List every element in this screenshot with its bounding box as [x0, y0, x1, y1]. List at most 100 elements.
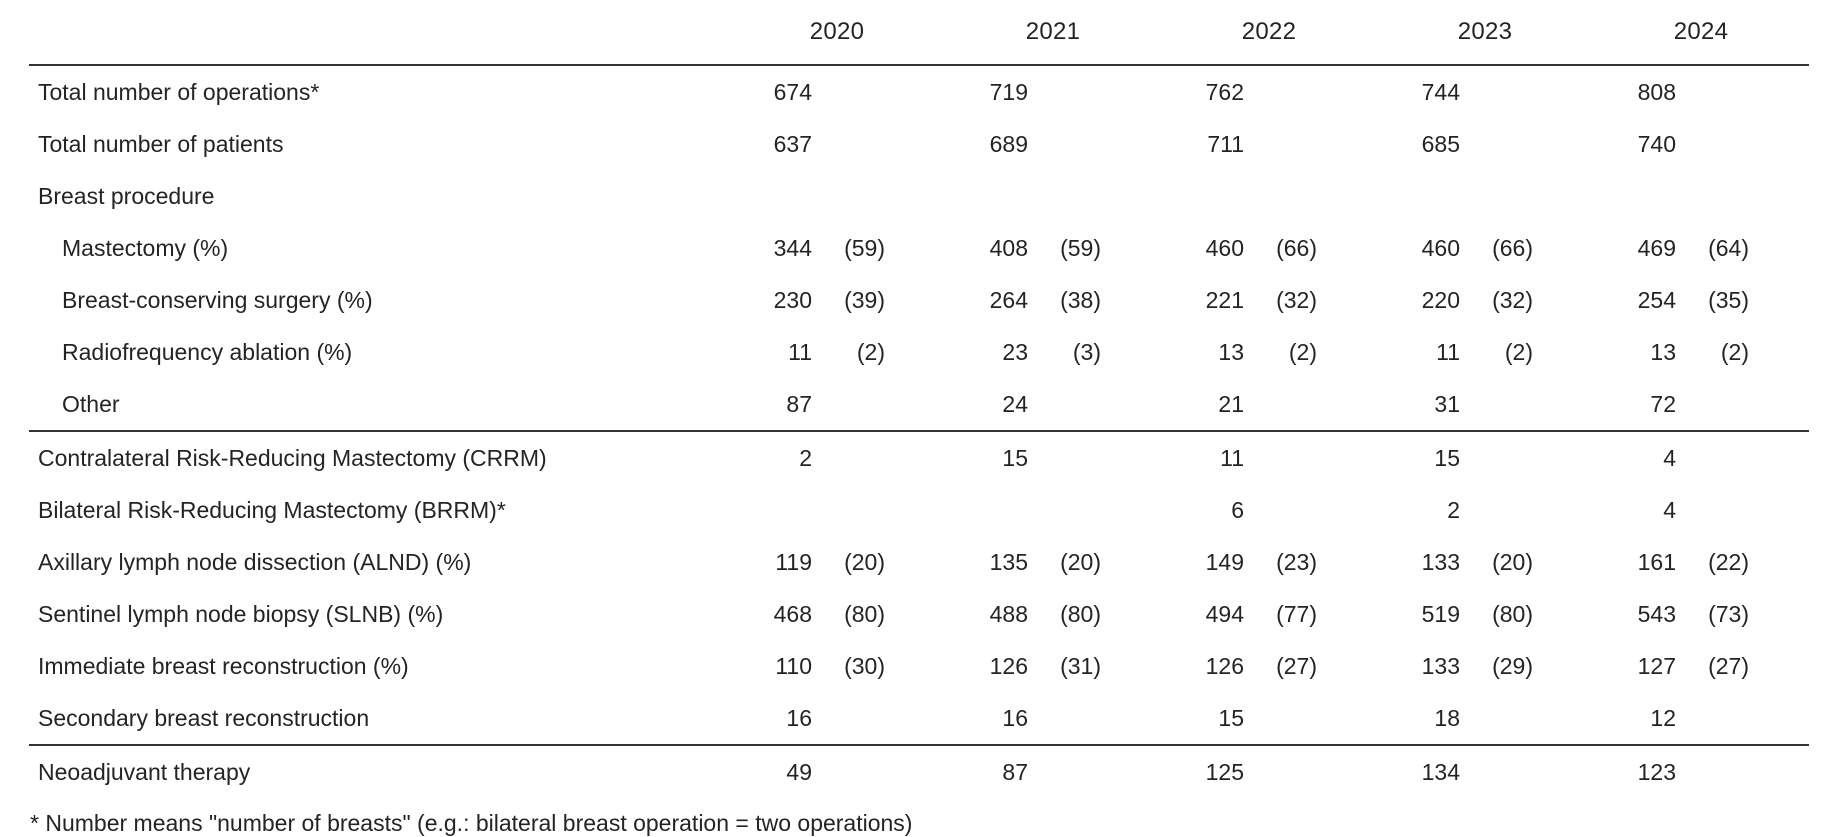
percent-cell: (20): [1060, 548, 1101, 575]
percent-cell: [1245, 745, 1377, 798]
percent-cell: (32): [1492, 286, 1533, 313]
table-row: Contralateral Risk-Reducing Mastectomy (…: [29, 431, 1809, 484]
table-row: Immediate breast reconstruction (%) 110 (3…: [29, 640, 1809, 692]
value-cell: 125: [1205, 758, 1244, 785]
value-cell: 2: [1447, 496, 1460, 523]
table-row: Total number of operations* 674 719 762 744 8…: [29, 65, 1809, 118]
value-cell: 21: [1161, 378, 1245, 432]
value-cell: 468: [773, 600, 812, 627]
value-cell: 719: [989, 78, 1028, 105]
row-label: Breast procedure: [38, 182, 215, 209]
value-cell: 460: [1205, 234, 1244, 261]
value-cell: 18: [1377, 692, 1461, 746]
year-header-row: 2020 2021 2022 2023 2024: [29, 0, 1809, 66]
percent-cell: [1677, 692, 1809, 746]
value-cell: 15: [1434, 444, 1460, 471]
percent-cell: [1245, 65, 1377, 118]
value-cell: 2: [799, 444, 812, 471]
percent-cell: (30): [844, 652, 885, 679]
table-row: Sentinel lymph node biopsy (SLNB) (%) 468…: [29, 588, 1809, 640]
percent-cell: (73): [1708, 600, 1749, 627]
value-cell: 762: [1205, 78, 1244, 105]
percent-cell: (2): [1504, 338, 1533, 365]
percent-cell: [1461, 692, 1593, 746]
value-cell: 221: [1205, 286, 1244, 313]
row-label: Neoadjuvant therapy: [38, 758, 251, 785]
percent-cell: [813, 484, 945, 536]
value-cell: 6: [1231, 496, 1244, 523]
value-cell: 11: [1220, 444, 1244, 471]
value-cell: 744: [1421, 78, 1460, 105]
percent-cell: (66): [1276, 234, 1317, 261]
percent-cell: [813, 745, 945, 798]
value-cell: [945, 484, 1029, 536]
empty-header-cell: [29, 0, 729, 66]
table-body: Total number of operations* 674 719 762 744 8…: [29, 65, 1809, 798]
percent-cell: [1245, 484, 1377, 536]
percent-cell: [813, 378, 945, 432]
table-row: Secondary breast reconstruction 16 16 15 18 1…: [29, 692, 1809, 746]
value-cell: 133: [1421, 548, 1460, 575]
row-label: Bilateral Risk-Reducing Mastectomy (BRRM…: [38, 496, 506, 523]
year-header: 2021: [945, 0, 1161, 66]
percent-cell: (29): [1492, 652, 1533, 679]
value-cell: 123: [1637, 758, 1676, 785]
value-cell: 16: [729, 692, 813, 746]
value-cell: 13: [1218, 338, 1244, 365]
value-cell: 134: [1421, 758, 1460, 785]
value-cell: 133: [1421, 652, 1460, 679]
row-label: Total number of operations*: [38, 78, 320, 105]
value-cell: 264: [989, 286, 1028, 313]
percent-cell: [1677, 745, 1809, 798]
percent-cell: [1245, 118, 1377, 170]
percent-cell: [1461, 378, 1593, 432]
percent-cell: (20): [1492, 548, 1533, 575]
percent-cell: (20): [844, 548, 885, 575]
table-footnote: * Number means "number of breasts" (e.g.…: [30, 810, 913, 836]
value-cell: 72: [1593, 378, 1677, 432]
value-cell: 230: [773, 286, 812, 313]
percent-cell: (2): [1720, 338, 1749, 365]
value-cell: 49: [786, 758, 812, 785]
table-row: Other 87 24 21 31 72: [29, 378, 1809, 432]
percent-cell: [1029, 378, 1161, 432]
percent-cell: (2): [1288, 338, 1317, 365]
value-cell: 135: [989, 548, 1028, 575]
table-row: Axillary lymph node dissection (ALND) (%…: [29, 536, 1809, 588]
percent-cell: [1461, 118, 1593, 170]
value-cell: [945, 170, 1029, 222]
percent-cell: (39): [844, 286, 885, 313]
value-cell: 12: [1593, 692, 1677, 746]
percent-cell: [813, 118, 945, 170]
table-row: Breast-conserving surgery (%) 230 (39) 264 (…: [29, 274, 1809, 326]
value-cell: 488: [989, 600, 1028, 627]
row-label: Radiofrequency ablation (%): [62, 338, 353, 365]
percent-cell: [1029, 431, 1161, 484]
value-cell: 4: [1663, 496, 1676, 523]
percent-cell: (80): [1060, 600, 1101, 627]
percent-cell: [1245, 431, 1377, 484]
value-cell: 685: [1421, 130, 1460, 157]
year-header: 2022: [1161, 0, 1377, 66]
percent-cell: (3): [1072, 338, 1101, 365]
percent-cell: [1677, 170, 1809, 222]
percent-cell: [813, 170, 945, 222]
year-header: 2023: [1377, 0, 1593, 66]
percent-cell: [1029, 170, 1161, 222]
table-row: Neoadjuvant therapy 49 87 125 134 123: [29, 745, 1809, 798]
year-header: 2020: [729, 0, 945, 66]
value-cell: 11: [788, 338, 812, 365]
percent-cell: [1461, 431, 1593, 484]
percent-cell: [1245, 692, 1377, 746]
percent-cell: [1461, 484, 1593, 536]
value-cell: [729, 170, 813, 222]
percent-cell: (80): [844, 600, 885, 627]
percent-cell: (80): [1492, 600, 1533, 627]
percent-cell: (31): [1060, 652, 1101, 679]
value-cell: 519: [1421, 600, 1460, 627]
percent-cell: (59): [1060, 234, 1101, 261]
value-cell: 15: [1002, 444, 1028, 471]
year-header: 2024: [1593, 0, 1809, 66]
percent-cell: [1461, 65, 1593, 118]
